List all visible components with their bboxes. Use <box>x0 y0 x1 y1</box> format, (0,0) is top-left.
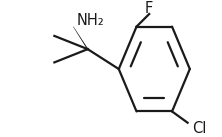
Polygon shape <box>73 27 88 49</box>
Text: NH₂: NH₂ <box>77 13 104 28</box>
Text: F: F <box>145 1 153 16</box>
Text: Cl: Cl <box>192 121 206 135</box>
